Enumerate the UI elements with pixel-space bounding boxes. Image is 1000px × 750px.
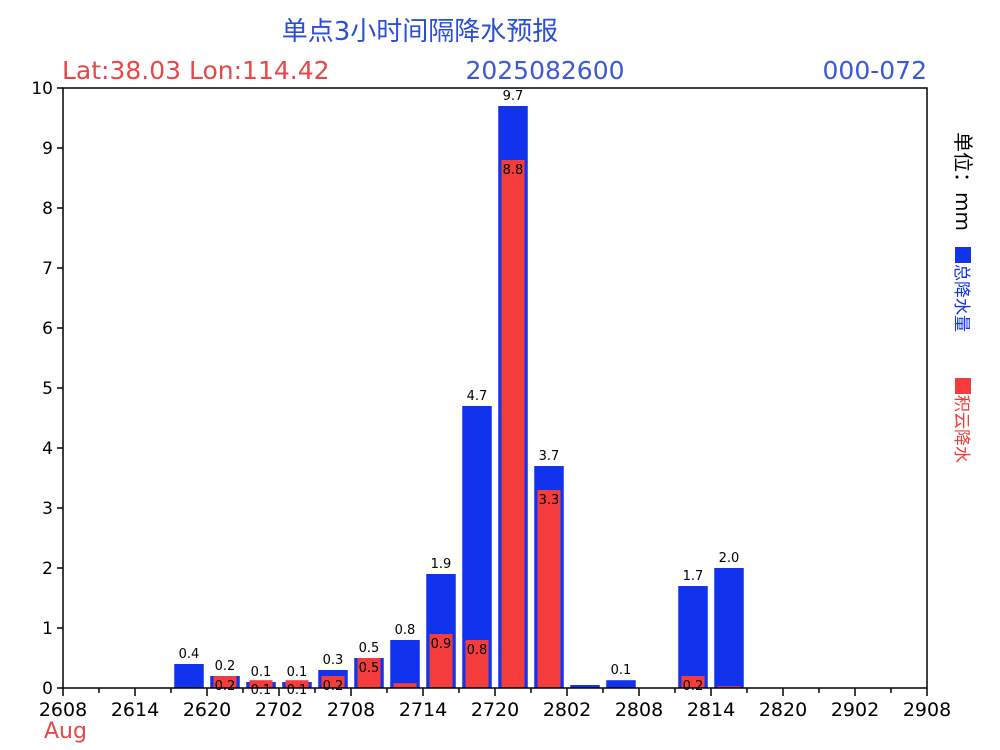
x-tick-label: 2714 [399,699,447,721]
convective-bar [537,490,560,688]
y-tick-label: 8 [42,199,53,219]
total-value-label: 0.1 [611,663,632,678]
x-tick-label: 2814 [687,699,735,721]
labels-layer: 0.4 0.2 0.2 0.1 0.1 0.1 0.1 0.3 0.2 0.5 0.5 0.8 1.9 0… [179,89,740,698]
y-axis: 0 1 2 3 4 5 6 7 8 9 10 [31,79,63,699]
legend-convective-label: 积云降水 [951,395,971,463]
convective-value-label: 0.9 [431,637,452,652]
total-value-label: 0.4 [179,647,200,662]
bars-layer [174,106,744,688]
convective-bar [501,160,524,688]
total-bar [714,568,744,688]
lat-lon-label: Lat:38.03 Lon:114.42 [62,56,330,85]
x-tick-label: 2802 [543,699,591,721]
y-tick-label: 2 [42,559,53,579]
x-tick-label: 2808 [615,699,663,721]
total-value-label: 0.1 [251,665,272,680]
y-tick-label: 6 [42,319,53,339]
total-bar [606,680,636,688]
x-axis-month-label: Aug [44,719,87,744]
convective-value-label: 0.2 [683,679,704,694]
x-tick-label: 2702 [255,699,303,721]
x-tick-label: 2908 [903,699,951,721]
total-value-label: 0.5 [359,641,380,656]
legend-total-label: 总降水量 [951,264,971,332]
x-tick-label: 2820 [759,699,807,721]
x-tick-label: 2614 [111,699,159,721]
y-tick-label: 10 [31,79,53,99]
total-bar [390,640,420,688]
total-bar [678,586,708,688]
x-tick-label: 2708 [327,699,375,721]
total-value-label: 3.7 [539,449,560,464]
convective-value-label: 0.2 [323,679,344,694]
y-tick-label: 1 [42,619,53,639]
x-tick-label: 2902 [831,699,879,721]
legend-convective-swatch [955,378,971,394]
convective-value-label: 0.1 [287,683,308,698]
convective-value-label: 0.1 [251,683,272,698]
total-bar [174,664,204,688]
convective-value-label: 0.5 [359,661,380,676]
y-tick-label: 4 [42,439,53,459]
y-tick-label: 0 [42,679,53,699]
init-time-label: 2025082600 [465,56,624,85]
total-value-label: 4.7 [467,389,488,404]
total-value-label: 0.2 [215,659,236,674]
convective-value-label: 8.8 [503,163,524,178]
plot-frame [63,88,927,688]
y-tick-label: 5 [42,379,53,399]
x-tick-label: 2620 [183,699,231,721]
total-value-label: 2.0 [719,551,740,566]
total-value-label: 1.7 [683,569,704,584]
total-value-label: 0.8 [395,623,416,638]
convective-value-label: 3.3 [539,493,560,508]
legend-total-swatch [955,247,971,263]
convective-value-label: 0.8 [467,643,488,658]
forecast-range-label: 000-072 [823,56,927,85]
convective-value-label: 0.2 [215,679,236,694]
y-tick-label: 7 [42,259,53,279]
y-unit-label: 单位：mm [951,132,975,231]
total-value-label: 9.7 [503,89,524,104]
total-value-label: 0.3 [323,653,344,668]
x-axis: 2608 2614 2620 2702 2708 2714 2720 2802 2808 2814… [39,688,951,721]
chart-title: 单点3小时间隔降水预报 [282,17,559,47]
x-tick-label: 2608 [39,699,87,721]
y-tick-label: 9 [42,139,53,159]
y-tick-label: 3 [42,499,53,519]
total-value-label: 0.1 [287,665,308,680]
total-value-label: 1.9 [431,557,452,572]
x-tick-label: 2720 [471,699,519,721]
